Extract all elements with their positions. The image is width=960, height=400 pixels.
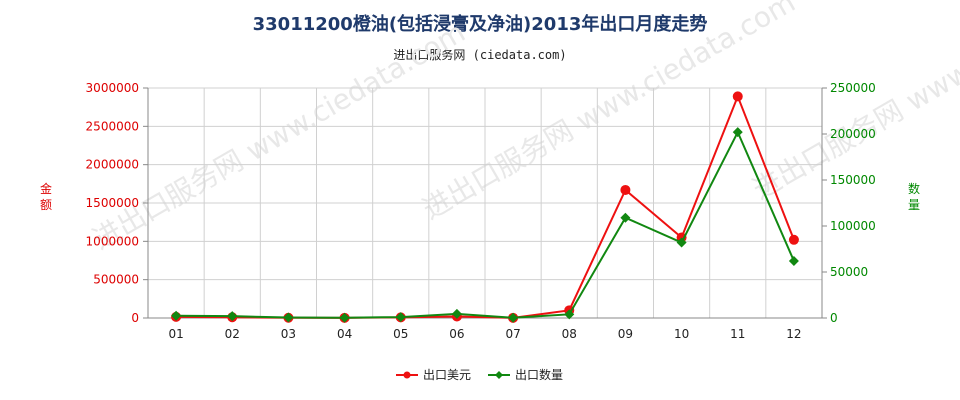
left-tick-label: 0 <box>131 311 139 325</box>
x-tick-label: 02 <box>225 327 240 341</box>
left-tick-label: 2000000 <box>86 158 139 172</box>
series-2-point <box>395 312 406 323</box>
series-2-point <box>227 311 238 322</box>
series-1-point <box>620 184 631 195</box>
right-tick-label: 100000 <box>830 219 876 233</box>
watermark-text-0: 进出口服务网 www.ciedata.com <box>87 15 471 256</box>
left-tick-label: 2500000 <box>86 119 139 133</box>
x-tick-label: 05 <box>393 327 408 341</box>
x-tick-label: 12 <box>786 327 801 341</box>
series-layer <box>171 91 799 323</box>
series-1-point <box>732 91 743 102</box>
left-tick-label: 500000 <box>93 273 139 287</box>
series-2-point <box>564 309 575 320</box>
x-tick-label: 07 <box>505 327 520 341</box>
left-axis-title: 金额 <box>40 181 52 212</box>
series-2-point <box>508 312 519 323</box>
x-tick-label: 04 <box>337 327 352 341</box>
series-2-point <box>283 312 294 323</box>
series-2-point <box>788 255 799 266</box>
legend-label-2: 出口数量 <box>515 367 563 382</box>
x-tick-label: 03 <box>281 327 296 341</box>
series-1-point <box>788 234 799 245</box>
x-tick-label: 11 <box>730 327 745 341</box>
chart-subtitle: 进出口服务网 (ciedata.com) <box>393 48 567 62</box>
left-tick-label: 3000000 <box>86 81 139 95</box>
legend-swatch-marker-1 <box>403 371 411 379</box>
left-tick-label: 1000000 <box>86 234 139 248</box>
legend-layer: 出口美元 出口数量 <box>396 367 563 382</box>
right-tick-label: 150000 <box>830 173 876 187</box>
right-tick-label: 200000 <box>830 127 876 141</box>
series-2-point <box>171 310 182 321</box>
axis-layer: 0500000100000015000002000000250000030000… <box>40 81 920 341</box>
grid-layer <box>147 87 823 319</box>
x-tick-label: 08 <box>562 327 577 341</box>
series-2-point <box>451 308 462 319</box>
series-2-point <box>339 312 350 323</box>
x-tick-label: 10 <box>674 327 689 341</box>
right-tick-label: 50000 <box>830 265 868 279</box>
series-2-point <box>620 212 631 223</box>
right-axis-title: 数量 <box>908 181 920 212</box>
x-tick-label: 09 <box>618 327 633 341</box>
left-tick-label: 1500000 <box>86 196 139 210</box>
right-tick-label: 0 <box>830 311 838 325</box>
chart-title: 33011200橙油(包括浸膏及净油)2013年出口月度走势 <box>252 14 708 35</box>
right-tick-label: 250000 <box>830 81 876 95</box>
legend-swatch-marker-2 <box>495 371 503 379</box>
x-tick-label: 06 <box>449 327 464 341</box>
series-line-2 <box>176 129 795 319</box>
series-1-point <box>676 232 687 243</box>
series-2-point <box>676 237 687 248</box>
x-tick-label: 01 <box>168 327 183 341</box>
legend-label-1: 出口美元 <box>423 368 471 382</box>
series-2-point <box>732 127 743 138</box>
